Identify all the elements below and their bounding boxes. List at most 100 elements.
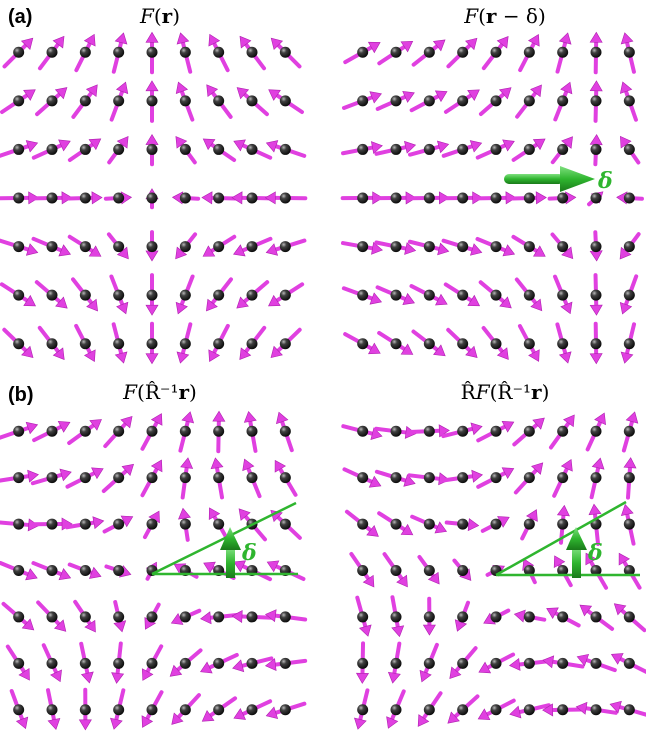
atom-ball bbox=[423, 425, 435, 437]
atom-ball bbox=[557, 657, 569, 669]
atom-ball bbox=[79, 425, 91, 437]
atom-ball bbox=[246, 241, 258, 253]
spin-arrow bbox=[145, 31, 159, 75]
atom-ball bbox=[279, 289, 291, 301]
spin-arrow bbox=[35, 87, 68, 117]
spin-arrow bbox=[145, 230, 159, 262]
atom-ball bbox=[146, 46, 158, 58]
spin-arrow bbox=[176, 32, 193, 74]
atom-ball bbox=[390, 338, 402, 350]
arrows-layer bbox=[0, 31, 646, 731]
spin-arrow bbox=[409, 284, 448, 306]
atom-ball bbox=[279, 518, 291, 530]
atom-ball bbox=[423, 241, 435, 253]
atom-ball bbox=[623, 611, 635, 623]
spin-arrow bbox=[407, 424, 450, 438]
spin-arrow bbox=[478, 652, 516, 674]
atom-ball bbox=[246, 425, 258, 437]
spin-arrow bbox=[78, 687, 92, 731]
spin-arrow bbox=[141, 644, 164, 681]
atom-ball bbox=[423, 46, 435, 58]
spin-arrow bbox=[210, 457, 225, 500]
atom-ball bbox=[46, 704, 58, 716]
spin-arrow bbox=[446, 37, 478, 69]
atom-ball bbox=[390, 657, 402, 669]
atom-ball bbox=[13, 143, 25, 155]
atom-ball bbox=[213, 338, 225, 350]
spin-arrow bbox=[409, 90, 448, 113]
atom-ball bbox=[523, 518, 535, 530]
atom-ball bbox=[113, 192, 125, 204]
atom-ball bbox=[423, 704, 435, 716]
spin-arrow bbox=[589, 321, 603, 365]
atom-ball bbox=[13, 611, 25, 623]
spin-arrow bbox=[386, 689, 406, 729]
atom-ball bbox=[246, 657, 258, 669]
atom-ball bbox=[213, 704, 225, 716]
atom-ball bbox=[457, 518, 469, 530]
atom-ball bbox=[46, 46, 58, 58]
atom-ball bbox=[179, 657, 191, 669]
atom-ball bbox=[623, 338, 635, 350]
spin-arrow bbox=[382, 552, 408, 588]
title-a-right: F(r − δ) bbox=[464, 4, 546, 28]
spin-arrow bbox=[36, 600, 67, 632]
spin-arrow bbox=[411, 329, 446, 357]
spin-arrow bbox=[41, 643, 62, 683]
atom-ball bbox=[557, 518, 569, 530]
spin-arrow bbox=[354, 688, 370, 730]
spin-arrow bbox=[546, 607, 581, 628]
spin-arrow bbox=[1, 601, 35, 631]
spin-arrow bbox=[589, 31, 603, 75]
atom-ball bbox=[423, 289, 435, 301]
atom-ball bbox=[423, 472, 435, 484]
spin-arrow bbox=[341, 286, 383, 305]
atom-ball bbox=[557, 338, 569, 350]
spin-arrow bbox=[542, 655, 585, 669]
atom-ball bbox=[590, 565, 602, 576]
spin-arrow bbox=[270, 37, 302, 69]
atom-ball bbox=[623, 192, 635, 204]
atom-ball bbox=[79, 95, 91, 107]
spin-arrow bbox=[140, 413, 163, 451]
atom-ball bbox=[390, 192, 402, 204]
spin-arrow bbox=[620, 322, 637, 364]
atom-ball bbox=[146, 704, 158, 716]
spin-arrow bbox=[485, 565, 505, 577]
atom-ball bbox=[213, 241, 225, 253]
spin-arrow bbox=[576, 653, 617, 673]
atom-ball bbox=[357, 518, 369, 530]
atom-ball bbox=[179, 289, 191, 301]
atom-ball bbox=[79, 704, 91, 716]
atom-ball bbox=[557, 95, 569, 107]
atom-ball bbox=[79, 241, 91, 253]
spin-arrow bbox=[620, 32, 636, 74]
spin-arrow bbox=[111, 641, 125, 684]
spin-arrow bbox=[171, 191, 201, 205]
atom-ball bbox=[113, 657, 125, 669]
spin-arrow bbox=[109, 274, 129, 315]
atom-ball bbox=[357, 472, 369, 484]
spin-arrow bbox=[619, 81, 638, 122]
spin-arrow bbox=[34, 280, 68, 309]
spin-arrow bbox=[74, 33, 96, 73]
spin-arrow bbox=[74, 323, 96, 363]
spin-arrow bbox=[475, 236, 516, 257]
spin-arrow bbox=[199, 652, 239, 674]
spin-arrow bbox=[355, 595, 372, 637]
atom-ball bbox=[523, 143, 535, 155]
spin-arrow bbox=[555, 32, 572, 74]
spin-arrow bbox=[342, 467, 382, 488]
spin-arrow bbox=[109, 81, 129, 122]
spin-arrow bbox=[0, 421, 39, 440]
atom-ball bbox=[523, 95, 535, 107]
spin-arrow bbox=[200, 611, 239, 625]
atom-ball bbox=[523, 425, 535, 437]
spin-arrow bbox=[9, 689, 29, 730]
spin-arrow bbox=[208, 33, 230, 73]
atom-ball bbox=[179, 338, 191, 350]
spin-arrow bbox=[0, 560, 38, 581]
spin-arrow bbox=[111, 32, 128, 74]
atom-ball bbox=[46, 425, 58, 437]
spin-arrow bbox=[579, 604, 615, 631]
